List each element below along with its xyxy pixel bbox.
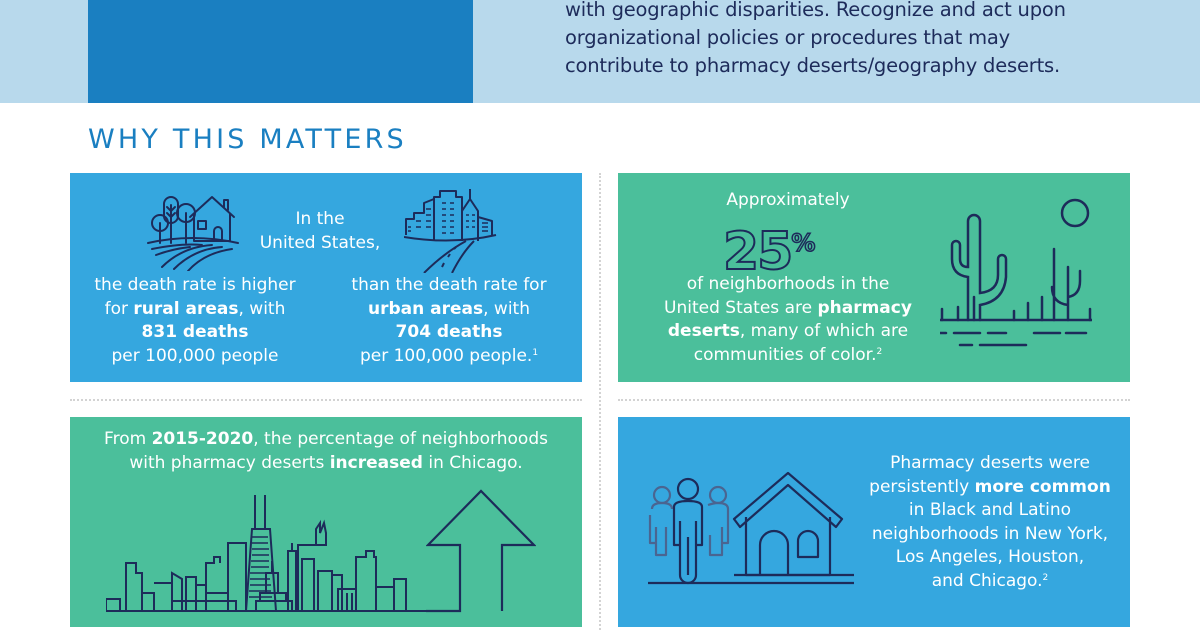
- card-pharmacy-deserts-percent: Approximately 25% of neighborhoods in th…: [618, 173, 1130, 382]
- rural-stat: the death rate is higher for rural areas…: [94, 275, 296, 366]
- black-latino-text: Pharmacy deserts were persistently more …: [869, 453, 1111, 591]
- card-black-latino-neighborhoods: Pharmacy deserts were persistently more …: [618, 417, 1130, 627]
- chicago-skyline-icon: [106, 495, 426, 612]
- footnote: 2: [1042, 572, 1049, 583]
- intro-text: In the United States,: [259, 209, 381, 253]
- urban-stat: than the death rate for urban areas, wit…: [351, 275, 547, 366]
- up-arrow-icon: [426, 489, 536, 613]
- big-percentage: 25%: [722, 222, 816, 282]
- section-heading: WHY THIS MATTERS: [88, 124, 407, 155]
- percent-description: of neighborhoods in the United States ar…: [664, 274, 912, 365]
- rural-house-icon: [147, 196, 239, 271]
- divider-dotted: [70, 399, 582, 401]
- top-text-line: contribute to pharmacy deserts/geography…: [565, 54, 1061, 77]
- desert-cactus-icon: [940, 198, 1092, 347]
- top-banner-text: with geographic disparities. Recognize a…: [565, 0, 1185, 80]
- city-skyline-road-icon: [404, 189, 497, 273]
- people-house-icon: [648, 471, 854, 585]
- footnote: 2: [876, 346, 883, 357]
- card-rural-urban: In the United States, the death rate is …: [70, 173, 582, 382]
- top-accent-block: [88, 0, 473, 103]
- card-chicago-increase: From 2015-2020, the percentage of neighb…: [70, 417, 582, 627]
- top-text-line: organizational policies or procedures th…: [565, 26, 1010, 49]
- chicago-text: From 2015-2020, the percentage of neighb…: [104, 429, 548, 473]
- approximately-label: Approximately: [726, 190, 850, 210]
- divider-dotted: [618, 399, 1130, 401]
- top-text-line: with geographic disparities. Recognize a…: [565, 0, 1066, 21]
- footnote: 1: [532, 347, 539, 358]
- divider-dotted-vertical: [599, 173, 601, 630]
- rural-death-count: 831 deaths: [141, 322, 249, 342]
- urban-death-count: 704 deaths: [395, 322, 503, 342]
